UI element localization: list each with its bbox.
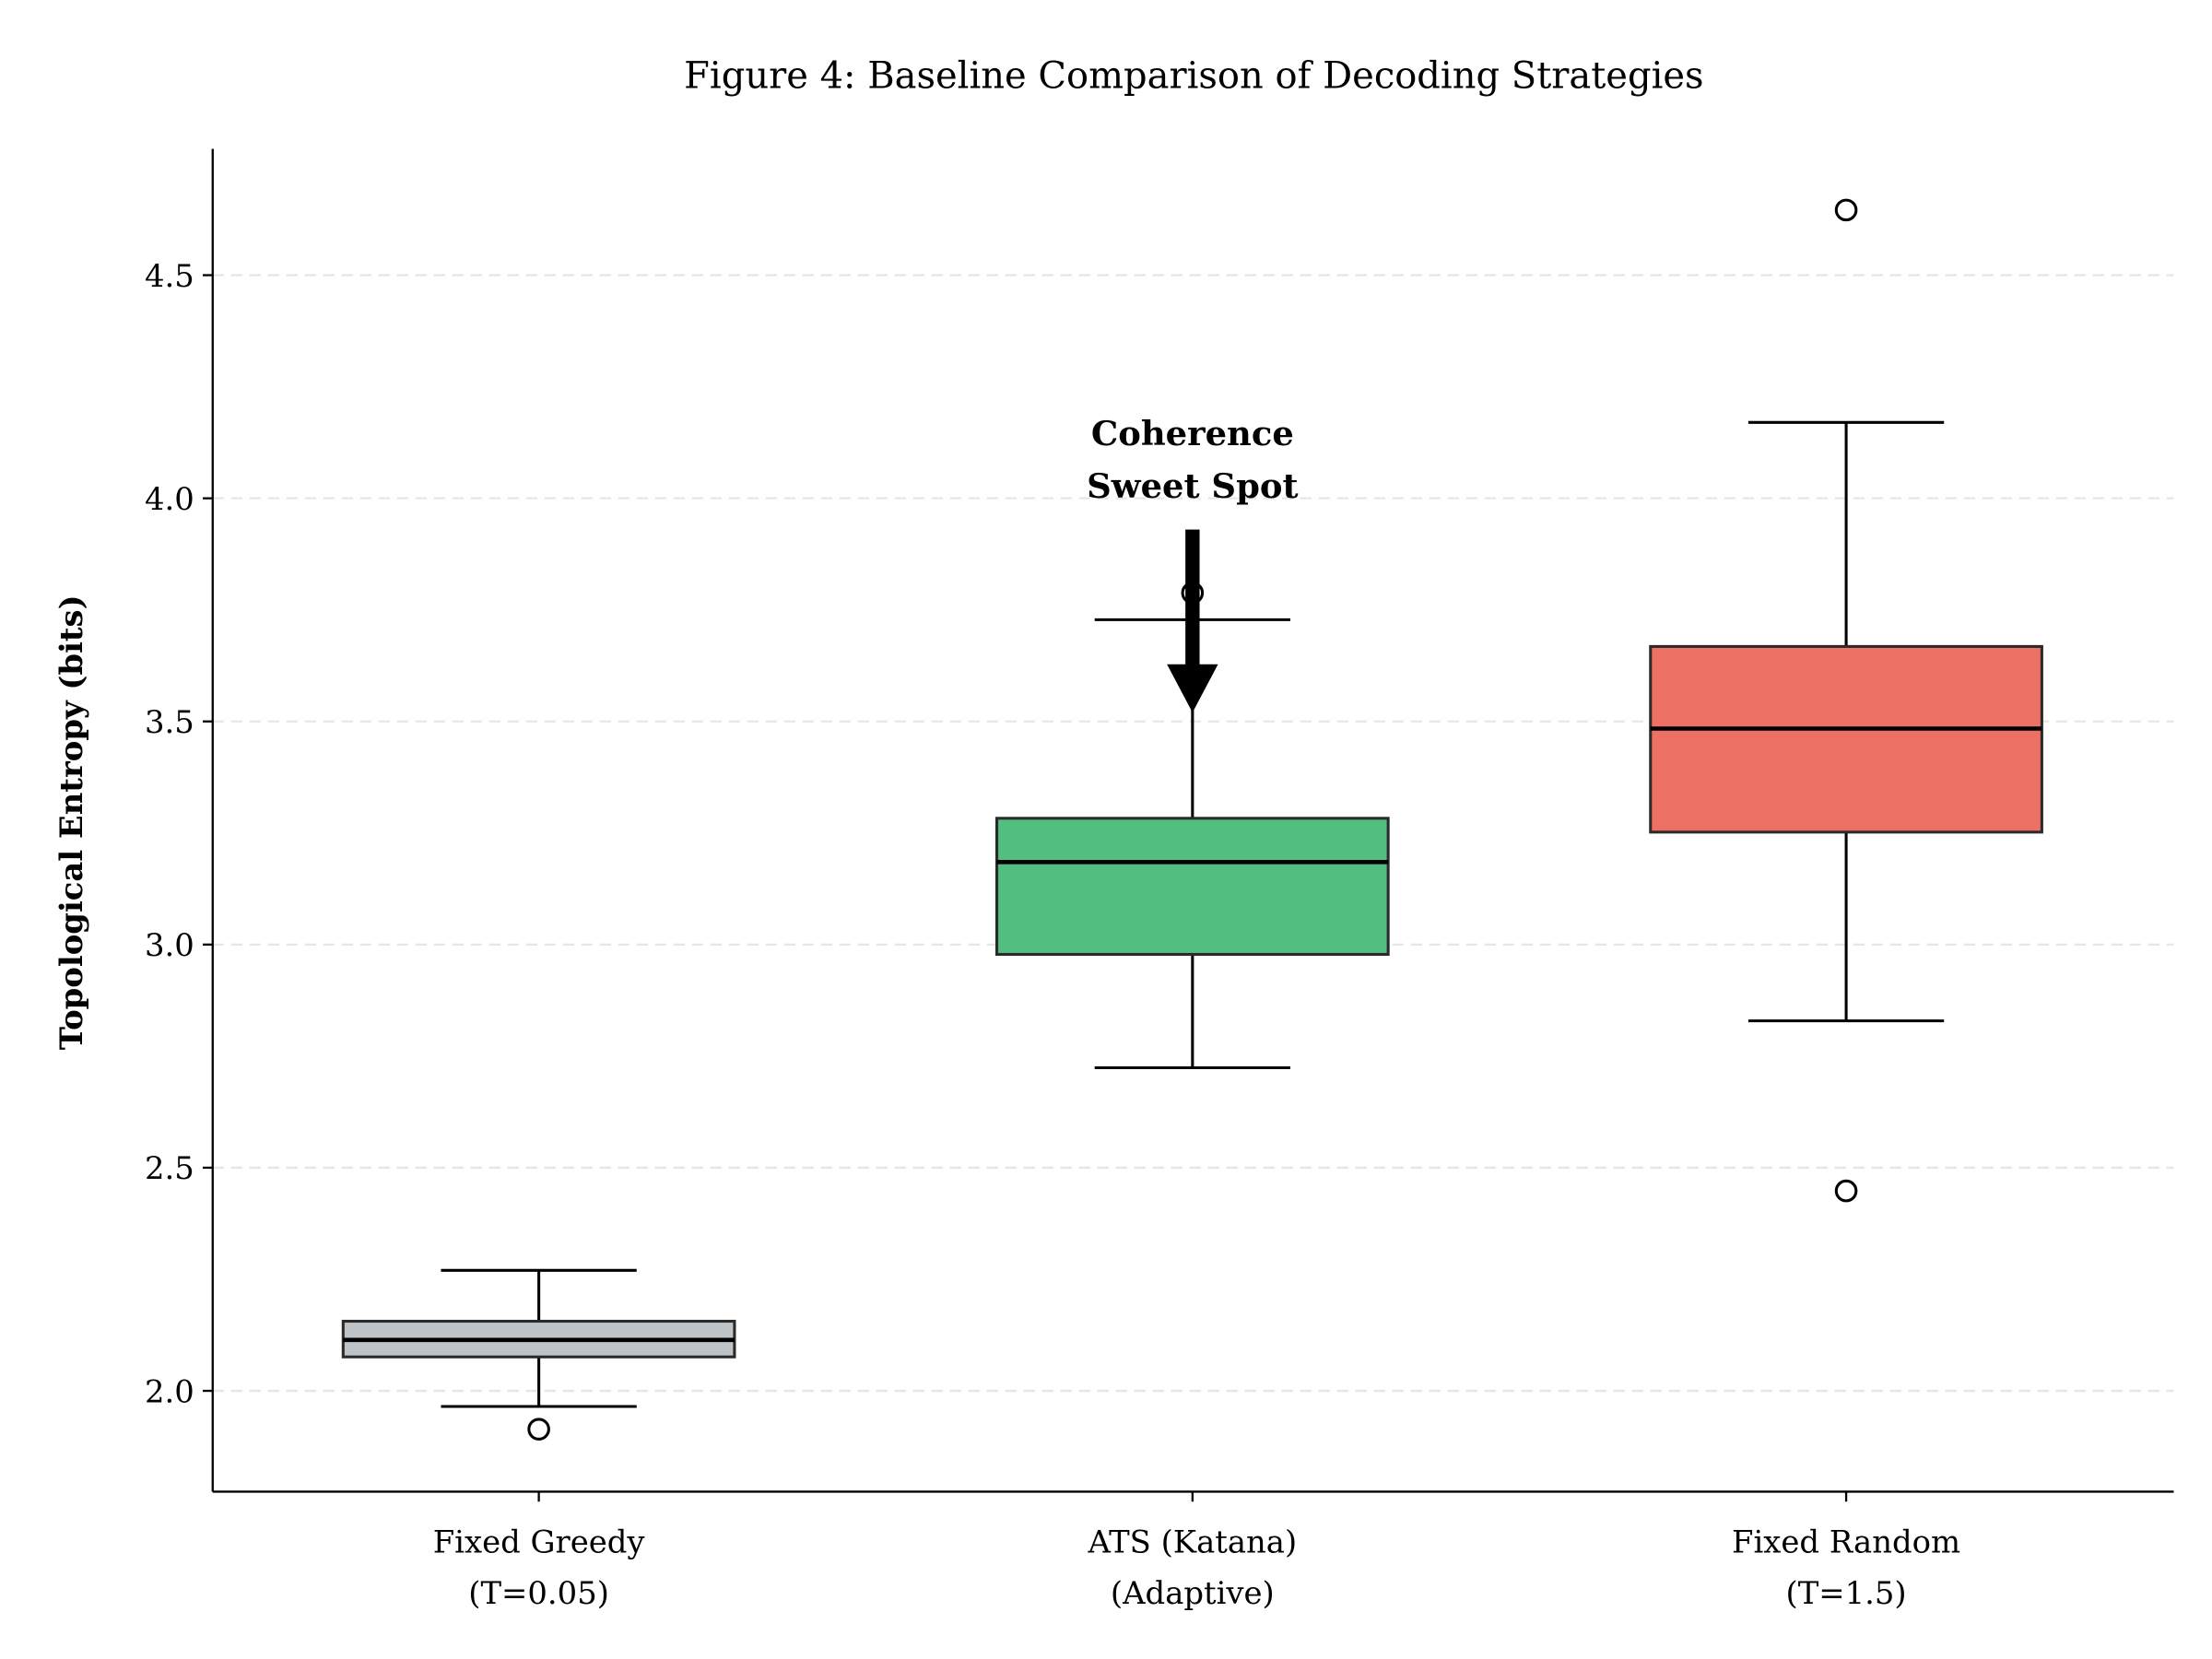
- y-tick-label: 3.0: [145, 927, 194, 963]
- y-tick-label: 4.0: [145, 481, 194, 517]
- x-tick-label: Fixed Random: [1732, 1524, 1960, 1560]
- y-tick-label: 2.5: [145, 1150, 194, 1186]
- outlier-point: [1834, 198, 1858, 222]
- y-axis-label: Topological Entropy (bits): [53, 594, 89, 1050]
- arrow-head: [1167, 664, 1218, 713]
- outlier-point: [1834, 1179, 1858, 1203]
- x-tick-label: (Adaptive): [1111, 1575, 1275, 1611]
- x-axis-ticks: Fixed Greedy (T=0.05) ATS (Katana) (Adaptiv…: [433, 1491, 1960, 1611]
- x-tick-label: (T=1.5): [1786, 1575, 1907, 1611]
- x-tick-label: ATS (Katana): [1088, 1524, 1298, 1560]
- box: [1649, 644, 2043, 834]
- box: [995, 817, 1390, 957]
- boxes: [341, 198, 2043, 1441]
- x-tick-label: Fixed Greedy: [433, 1524, 646, 1560]
- annotation-line1: Coherence: [1091, 413, 1294, 453]
- y-tick-label: 2.0: [145, 1373, 194, 1409]
- annotation: Coherence Sweet Spot: [1087, 413, 1299, 713]
- y-tick-label: 3.5: [145, 704, 194, 740]
- y-tick-label: 4.5: [145, 258, 194, 294]
- x-tick-label: (T=0.05): [468, 1575, 609, 1611]
- outlier-point: [527, 1418, 550, 1441]
- annotation-line2: Sweet Spot: [1087, 465, 1298, 506]
- y-axis-ticks: 2.0 2.5 3.0 3.5 4.0 4.5: [145, 258, 213, 1409]
- chart-title: Figure 4: Baseline Comparison of Decodin…: [684, 54, 1703, 97]
- arrow-shaft: [1185, 529, 1200, 667]
